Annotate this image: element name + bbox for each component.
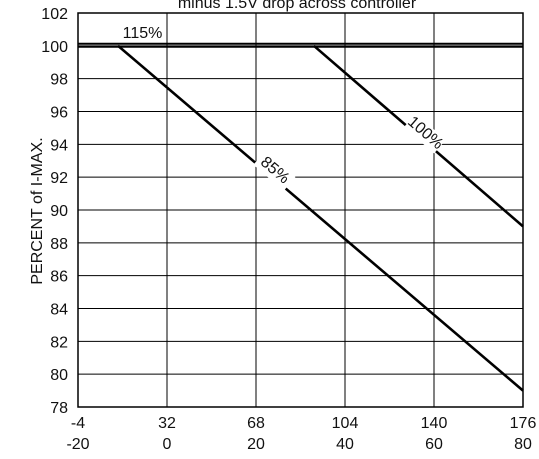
y-tick-label: 86: [50, 269, 68, 286]
x-tick-label-bottom: 0: [163, 436, 172, 453]
series-label-background: [253, 151, 296, 191]
y-tick-label: 98: [50, 72, 68, 89]
y-tick-label: 84: [50, 302, 68, 319]
x-tick-label-bottom: 20: [247, 436, 265, 453]
x-tick-label-top: 68: [247, 415, 265, 432]
x-tick-label-bottom: 60: [425, 436, 443, 453]
y-tick-label: 96: [50, 105, 68, 122]
y-tick-label: 78: [50, 400, 68, 417]
x-tick-label-top: 32: [158, 415, 176, 432]
x-tick-label-bottom: 80: [514, 436, 532, 453]
y-tick-label: 82: [50, 334, 68, 351]
series-label-115-percent: 115%: [123, 25, 163, 42]
y-tick-label: 94: [50, 137, 68, 154]
y-tick-label: 100: [41, 39, 68, 56]
y-tick-label: 90: [50, 203, 68, 220]
y-tick-label: 92: [50, 170, 68, 187]
plot-area-border: [77, 12, 524, 408]
series-line-85-percent: [117, 44, 524, 392]
x-tick-label-top: 104: [332, 415, 359, 432]
y-tick-labels: 78 80 82 84 86 88 90 92 94 96 98 100 102: [41, 6, 68, 417]
y-tick-label: 80: [50, 367, 68, 384]
y-tick-label: 102: [41, 6, 68, 23]
chart-title: minus 1.5V drop across controller: [178, 0, 417, 12]
series-label-background: [403, 113, 446, 154]
y-tick-label: 88: [50, 236, 68, 253]
x-tick-labels: -4 -20 32 0 68 20 104 40 140 60 176 80: [66, 415, 536, 453]
x-tick-label-bottom: 40: [336, 436, 354, 453]
grid: [77, 12, 524, 408]
x-tick-label-bottom: -20: [66, 436, 89, 453]
series-label-100-percent: 100%: [404, 113, 446, 153]
y-axis-label: PERCENT of I-MAX.: [29, 137, 46, 284]
x-tick-label-top: -4: [71, 415, 85, 432]
series-lines: [78, 42, 524, 392]
x-tick-label-top: 176: [510, 415, 537, 432]
series-labels: 115%85%100%: [123, 25, 446, 191]
x-tick-label-top: 140: [421, 415, 448, 432]
